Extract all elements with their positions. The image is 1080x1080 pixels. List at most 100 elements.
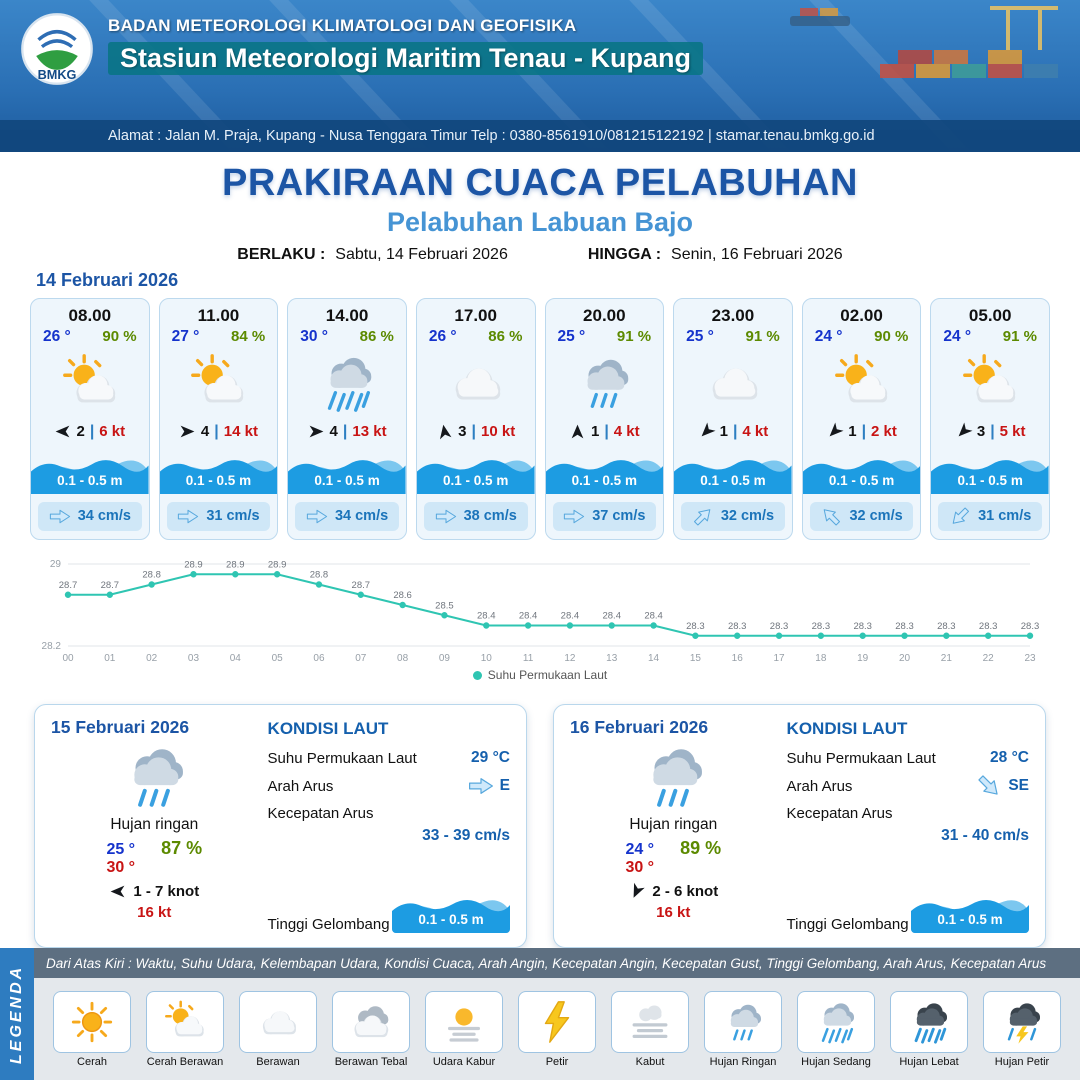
weather-icon-wrap	[288, 346, 406, 420]
wave-height-value: 0.1 - 0.5 m	[957, 472, 1023, 488]
current-direction-label: Arah Arus	[786, 777, 853, 795]
page-title: PRAKIRAAN CUACA PELABUHAN	[222, 162, 858, 204]
legend-item: Udara Kabur	[425, 990, 503, 1068]
forecast-time: 11.00	[197, 306, 240, 325]
weather-icon	[312, 352, 382, 414]
daily-date: 16 Februari 2026	[570, 717, 709, 737]
forecast-time: 23.00	[711, 306, 755, 325]
current-direction-icon	[563, 508, 585, 525]
separator: |	[604, 422, 609, 440]
svg-text:28.4: 28.4	[519, 611, 538, 622]
sst-row: Suhu Permukaan Laut 28 °C	[787, 749, 1029, 767]
hourly-forecast-card: 14.00 30 ° 86 % 4 | 13 kt 0.1 - 0.5 m	[287, 298, 407, 540]
wave-height-value: 0.1 - 0.5 m	[57, 472, 123, 488]
wave-height-band: 0.1 - 0.5 m	[931, 449, 1049, 494]
legend-icon-box	[425, 990, 503, 1053]
wind-direction-icon	[179, 423, 196, 440]
wind-row: 4 | 14 kt	[160, 420, 278, 443]
svg-text:28.3: 28.3	[770, 621, 789, 632]
sst-row: Suhu Permukaan Laut 29 °C	[268, 749, 510, 767]
daily-wind-row: 2 - 6 knot	[628, 883, 718, 900]
wind-speed: 13 kt	[352, 423, 387, 441]
daily-temps: 24 ° 89 % 30 °	[625, 838, 721, 877]
current-speed: 34 cm/s	[77, 508, 131, 525]
daily-weather-icon	[111, 740, 197, 814]
legend-item: Cerah	[53, 990, 131, 1068]
legend-title: LEGENDA	[0, 948, 34, 1080]
daily-date: 15 Februari 2026	[51, 717, 190, 737]
wind-row: 3 | 5 kt	[931, 420, 1049, 443]
svg-text:28.8: 28.8	[142, 570, 161, 581]
legend-item-label: Berawan	[256, 1055, 300, 1068]
svg-text:03: 03	[188, 653, 200, 664]
current-speed: 32 cm/s	[849, 508, 903, 525]
legend-weather-icon	[255, 999, 301, 1045]
wave-height-band: 0.1 - 0.5 m	[31, 449, 149, 494]
current-direction-icon	[946, 503, 974, 531]
svg-text:28.3: 28.3	[812, 621, 831, 632]
svg-text:28.2: 28.2	[42, 641, 62, 652]
current-speed: 38 cm/s	[463, 508, 517, 525]
legend-weather-icon	[720, 999, 766, 1045]
svg-text:15: 15	[690, 653, 702, 664]
legend-item-label: Hujan Petir	[994, 1055, 1050, 1068]
sst-chart-section: 29 28.2 28.7 00 28.7 01 28.8 02 28.9 03 28.9 04 28.9…	[0, 544, 1080, 696]
svg-text:28.9: 28.9	[184, 559, 203, 570]
wind-direction-icon	[109, 883, 126, 900]
legend-item: Hujan Petir	[983, 990, 1061, 1068]
svg-text:28.7: 28.7	[352, 580, 371, 591]
wind-direction-icon	[626, 880, 649, 903]
daily-weather-icon	[630, 740, 716, 814]
wave-height-band: 0.1 - 0.5 m	[803, 449, 921, 494]
svg-text:28.7: 28.7	[59, 580, 78, 591]
current-row: 34 cm/s	[295, 501, 399, 531]
temp-humidity-row: 25 ° 91 %	[674, 328, 792, 346]
bmkg-logo: BMKG	[20, 12, 94, 86]
validity-row: BERLAKU : Sabtu, 14 Februari 2026 HINGGA…	[0, 246, 1080, 264]
legend-weather-icon	[348, 999, 394, 1045]
hourly-forecast-card: 20.00 25 ° 91 % 1 | 4 kt 0.1 - 0.5 m	[544, 298, 665, 540]
current-direction-value: SE	[1008, 777, 1029, 794]
wind-speed: 2 kt	[871, 423, 897, 441]
current-row: 32 cm/s	[809, 501, 914, 531]
forecast-time: 05.00	[968, 306, 1012, 325]
current-direction-icon	[435, 508, 457, 525]
current-direction-icon	[177, 508, 199, 525]
daily-humidity: 87 %	[161, 838, 203, 858]
legend-icon-box	[611, 990, 689, 1053]
svg-text:07: 07	[355, 653, 367, 664]
wave-height-value: 0.1 - 0.5 m	[828, 472, 895, 488]
svg-text:21: 21	[941, 653, 953, 664]
temp-humidity-row: 26 ° 90 %	[31, 328, 149, 346]
wind-direction-icon	[951, 420, 975, 444]
legend-item: Berawan	[239, 990, 317, 1068]
svg-text:28.4: 28.4	[644, 611, 663, 622]
humidity-value: 84 %	[231, 328, 266, 345]
wind-row: 3 | 10 kt	[417, 420, 535, 443]
header: BMKG BADAN METEOROLOGI KLIMATOLOGI DAN G…	[0, 0, 1080, 152]
current-direction-row: Arah Arus SE	[787, 776, 1029, 796]
wave-height-value: 0.1 - 0.5 m	[443, 472, 509, 488]
sea-conditions-column: KONDISI LAUT Suhu Permukaan Laut 29 °C A…	[258, 717, 510, 935]
svg-text:28.6: 28.6	[393, 590, 412, 601]
legend-icon-box	[518, 990, 596, 1053]
current-speed-label: Kecepatan Arus	[267, 805, 374, 822]
svg-text:23: 23	[1024, 653, 1036, 664]
legend-weather-icon	[813, 999, 859, 1045]
daily-temp-max: 30 °	[625, 859, 655, 876]
chart-legend: Suhu Permukaan Laut	[32, 668, 1048, 682]
humidity-value: 86 %	[488, 328, 523, 345]
weather-icon-wrap	[931, 346, 1049, 420]
legend-weather-icon	[69, 999, 115, 1045]
weather-icon-wrap	[31, 346, 149, 420]
air-temperature: 25 °	[686, 328, 714, 345]
daily-forecast-card: 16 Februari 2026 Hujan ringan 24 ° 89 % …	[553, 704, 1046, 948]
svg-text:28.4: 28.4	[602, 611, 621, 622]
current-row: 38 cm/s	[423, 501, 528, 531]
svg-text:28.4: 28.4	[561, 611, 580, 622]
sst-chart-svg: 29 28.2 28.7 00 28.7 01 28.8 02 28.9 03 28.9 04 28.9…	[42, 559, 1040, 664]
current-direction-label: Arah Arus	[267, 777, 334, 795]
wind-speed: 4 kt	[613, 423, 640, 441]
weather-icon	[441, 352, 511, 414]
